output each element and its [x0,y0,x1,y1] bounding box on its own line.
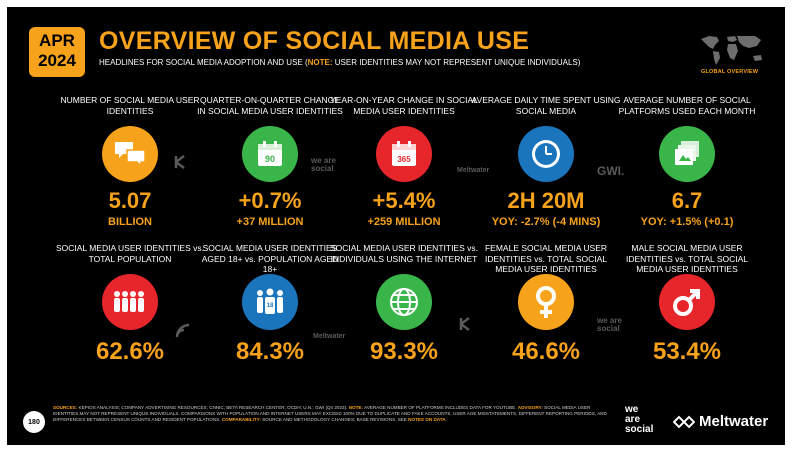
card-value: 84.3% [235,338,305,365]
card-label: NUMBER OF SOCIAL MEDIA USER IDENTITIES [60,95,200,116]
meltwater-watermark-text: Meltwater [457,167,490,174]
card-value: 62.6% [95,338,165,365]
comparability-text: SOURCE AND METHODOLOGY CHANGES; BASE REV… [260,417,409,422]
kepios-watermark-1 [173,155,189,171]
advisory-text: SOCIAL MEDIA USER IDENTITIES MAY NOT REP… [53,405,607,422]
share-watermark-icon [175,323,191,341]
card-sub: BILLION [108,216,152,228]
logo-line-2: are [625,414,641,425]
logo-line-3: social [625,424,654,435]
card-label: AVERAGE DAILY TIME SPENT USING SOCIAL ME… [471,95,621,116]
card-value: +5.4% [372,188,436,213]
kepios-watermark-2 [459,317,473,333]
footer-sources: SOURCES: KEPIOS ANALYSIS; COMPANY ADVERT… [53,405,613,423]
card-sub: YOY: -2.7% (-4 MINS) [491,216,601,228]
card-male-share: MALE SOCIAL MEDIA USER IDENTITIES vs. TO… [612,243,762,366]
card-daily-time: AVERAGE DAILY TIME SPENT USING SOCIAL ME… [471,95,621,229]
adults-18-icon: 18 [242,274,298,330]
map-label: GLOBAL OVERVIEW [701,69,759,75]
card-label: MALE SOCIAL MEDIA USER IDENTITIES vs. TO… [625,243,749,274]
globe-icon [376,274,432,330]
meltwater-watermark-1: Meltwater [457,167,489,175]
subtitle-main: HEADLINES FOR SOCIAL MEDIA ADOPTION AND … [99,58,308,67]
note-label: NOTE: [348,405,363,410]
meltwater-watermark-text: Meltwater [313,333,346,340]
calendar-icon: 90 [242,126,298,182]
card-label: SOCIAL MEDIA USER IDENTITIES AGED 18+ vs… [201,243,339,274]
card-label: YEAR-ON-YEAR CHANGE IN SOCIAL MEDIA USER… [330,95,478,116]
card-label: QUARTER-ON-QUARTER CHANGE IN SOCIAL MEDI… [197,95,343,116]
was-watermark-2: we are social [597,317,623,333]
card-value: 53.4% [652,338,722,365]
male-symbol-icon [659,274,715,330]
people-group-icon [102,274,158,330]
we-are-social-logo: we are social [625,405,653,435]
note-text: AVERAGE NUMBER OF PLATFORMS INCLUDES DAT… [362,405,518,410]
meltwater-logo: Meltwater [673,413,768,430]
footer-end: . [445,417,447,422]
meltwater-logo-text: Meltwater [699,413,769,430]
card-value: 93.3% [369,338,439,365]
page-number: 180 [23,411,45,433]
date-month: APR [39,31,75,50]
meltwater-watermark-2: Meltwater [313,333,345,341]
calendar-icon-text: 90 [265,154,275,164]
was-watermark-text: we are social [597,316,622,333]
card-value: 5.07 [108,188,152,213]
was-watermark-text: we are social [311,156,336,173]
adults-18-icon-text: 18 [267,303,274,309]
card-label: SOCIAL MEDIA USER IDENTITIES vs. TOTAL P… [56,243,204,264]
kepios-logo-icon [459,317,470,331]
clock-icon [518,126,574,182]
card-value: 6.7 [671,188,703,213]
meltwater-logo-icon [673,415,695,428]
gwi-watermark-text: GWI. [597,164,625,178]
card-value: 46.6% [511,338,581,365]
card-sub: +37 MILLION [236,216,304,228]
advisory-label: ADVISORY: [517,405,543,410]
page-subtitle: HEADLINES FOR SOCIAL MEDIA ADOPTION AND … [99,58,580,67]
card-user-identities: NUMBER OF SOCIAL MEDIA USER IDENTITIES 5… [55,95,205,229]
female-symbol-icon [518,274,574,330]
card-label: AVERAGE NUMBER OF SOCIAL PLATFORMS USED … [618,95,756,116]
kepios-logo-icon [174,155,185,169]
card-label: SOCIAL MEDIA USER IDENTITIES vs. INDIVID… [330,243,478,264]
notes-on-data-link[interactable]: NOTES ON DATA [408,417,446,422]
chat-bubbles-icon [102,126,158,182]
comparability-label: COMPARABILITY: [221,417,261,422]
stacked-cards-icon [659,126,715,182]
date-badge: APR 2024 [29,27,85,77]
card-vs-total-population: SOCIAL MEDIA USER IDENTITIES vs. TOTAL P… [55,243,205,366]
subtitle-note-label: NOTE: [307,58,333,67]
card-value: 2H 20M [507,188,585,213]
card-vs-internet-users: SOCIAL MEDIA USER IDENTITIES vs. INDIVID… [329,243,479,366]
card-sub: +259 MILLION [367,216,441,228]
slide: APR 2024 OVERVIEW OF SOCIAL MEDIA USE HE… [7,7,785,445]
calendar-icon-text: 365 [397,155,411,164]
sources-label: SOURCES: [53,405,78,410]
subtitle-note-text: USER IDENTITIES MAY NOT REPRESENT UNIQUE… [332,58,581,67]
card-qoq-change: QUARTER-ON-QUARTER CHANGE IN SOCIAL MEDI… [195,95,345,229]
card-label: FEMALE SOCIAL MEDIA USER IDENTITIES vs. … [484,243,608,274]
logo-line-1: we [625,404,639,415]
page-title: OVERVIEW OF SOCIAL MEDIA USE [99,27,530,55]
card-avg-platforms: AVERAGE NUMBER OF SOCIAL PLATFORMS USED … [612,95,762,229]
calendar-icon: 365 [376,126,432,182]
card-female-share: FEMALE SOCIAL MEDIA USER IDENTITIES vs. … [471,243,621,366]
card-sub: YOY: +1.5% (+0.1) [640,216,734,228]
was-watermark-1: we are social [311,157,337,173]
gwi-watermark: GWI. [597,164,625,178]
sources-text: KEPIOS ANALYSIS; COMPANY ADVERTISING RES… [77,405,349,410]
world-map-icon [701,36,762,65]
card-aged-18plus: SOCIAL MEDIA USER IDENTITIES AGED 18+ vs… [195,243,345,366]
date-year: 2024 [38,51,76,70]
card-yoy-change: YEAR-ON-YEAR CHANGE IN SOCIAL MEDIA USER… [329,95,479,229]
card-value: +0.7% [238,188,302,213]
